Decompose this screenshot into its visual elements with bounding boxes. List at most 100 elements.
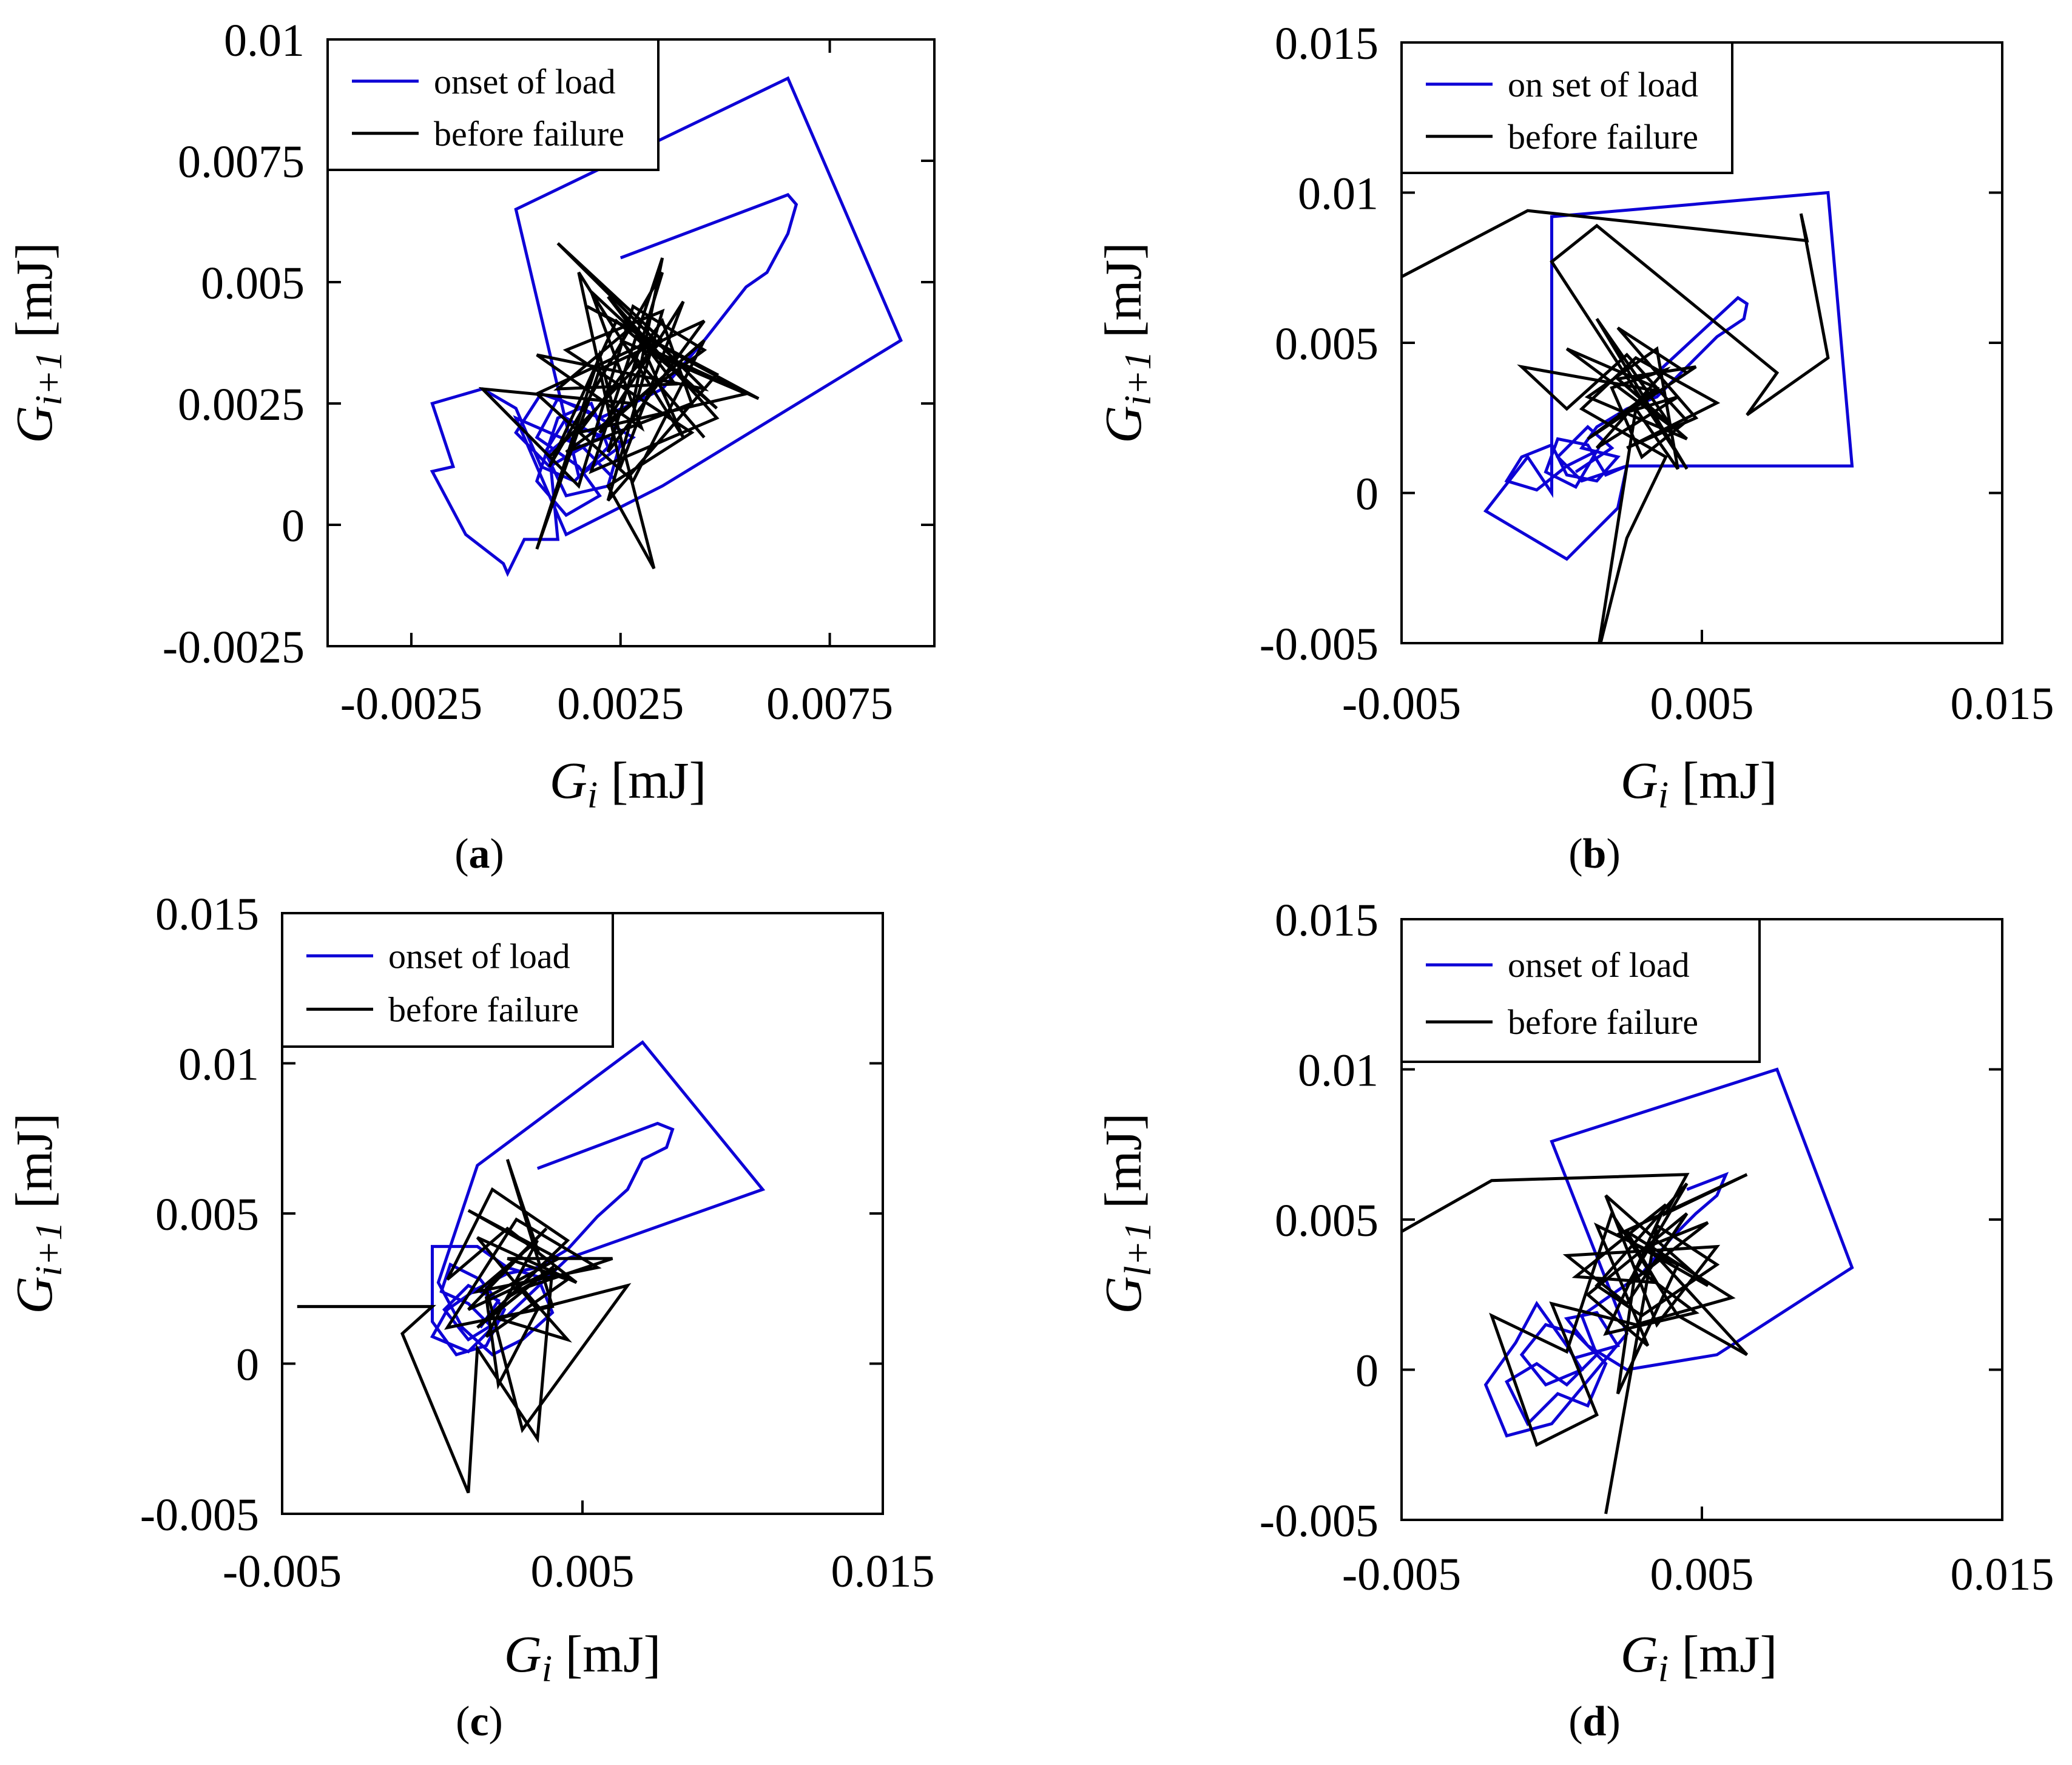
caption-close: ) bbox=[1606, 1698, 1620, 1745]
series-group-b bbox=[1402, 191, 1854, 643]
panel-c: -0.005 0 0.005 0.01 0.015 -0.005 0.005 0.015 ons… bbox=[5, 889, 935, 1745]
panel-caption: (d) bbox=[1568, 1698, 1621, 1745]
caption-close: ) bbox=[490, 831, 504, 877]
x-tick-label: -0.005 bbox=[1342, 678, 1461, 729]
x-axis-unit: [mJ] bbox=[552, 1625, 661, 1683]
y-axis-unit: [mJ] bbox=[1094, 1113, 1152, 1221]
y-tick-label: 0.0075 bbox=[178, 137, 305, 187]
legend-label: before failure bbox=[1508, 1002, 1698, 1042]
y-axis-label: Gi+1 [mJ] bbox=[1094, 242, 1159, 443]
y-axis-subscript: i+1 bbox=[1118, 351, 1159, 405]
panel-caption: (b) bbox=[1568, 831, 1621, 877]
y-tick-label: 0.005 bbox=[155, 1189, 259, 1240]
y-tick-label: 0.015 bbox=[155, 889, 259, 940]
legend-box bbox=[1400, 41, 1733, 174]
x-axis-var: G bbox=[504, 1625, 542, 1683]
y-axis-unit: [mJ] bbox=[5, 1113, 63, 1221]
panel-caption: (c) bbox=[456, 1698, 503, 1745]
x-tick-label: 0.005 bbox=[1650, 678, 1754, 729]
caption-open: ( bbox=[456, 1698, 470, 1745]
y-axis-label: Gi+1 [mJ] bbox=[5, 242, 70, 443]
legend-label: onset of load bbox=[388, 936, 570, 976]
series-line-failure bbox=[297, 1159, 632, 1494]
y-axis-var: G bbox=[5, 1277, 63, 1314]
series-line-failure bbox=[1402, 1173, 1749, 1514]
panel-b: -0.005 0 0.005 0.01 0.015 -0.005 0.005 0.015 on … bbox=[1094, 18, 2054, 877]
caption-letter: d bbox=[1583, 1698, 1607, 1745]
series-group-c bbox=[297, 1040, 766, 1494]
y-tick-label: 0.015 bbox=[1275, 895, 1379, 946]
x-tick-label: -0.005 bbox=[1342, 1549, 1461, 1600]
y-tick-label: 0.0025 bbox=[178, 379, 305, 430]
legend-label: before failure bbox=[1508, 117, 1698, 157]
x-tick-label: 0.0025 bbox=[557, 678, 684, 729]
x-tick-label: 0.015 bbox=[1951, 678, 2054, 729]
y-axis-unit: [mJ] bbox=[1094, 242, 1152, 351]
legend-label: onset of load bbox=[1508, 945, 1690, 985]
y-tick-label: 0.01 bbox=[1298, 169, 1379, 220]
y-tick-label: 0.005 bbox=[201, 258, 305, 309]
y-tick-label: 0 bbox=[1355, 469, 1379, 520]
y-tick-label: 0 bbox=[282, 501, 305, 552]
caption-letter: b bbox=[1583, 831, 1607, 877]
x-tick-label: 0.005 bbox=[531, 1546, 635, 1597]
y-tick-label: -0.005 bbox=[1260, 1496, 1379, 1547]
series-line-failure bbox=[478, 242, 760, 570]
series-group-d bbox=[1402, 1067, 1854, 1514]
x-axis-var: G bbox=[1621, 751, 1658, 809]
caption-close: ) bbox=[1606, 831, 1620, 877]
y-tick-label: 0.01 bbox=[1298, 1045, 1379, 1096]
legend-label: onset of load bbox=[434, 62, 616, 101]
y-axis-var: G bbox=[5, 406, 63, 444]
y-axis-subscript: i+1 bbox=[29, 351, 70, 405]
legend-label: on set of load bbox=[1508, 65, 1698, 104]
y-tick-label: 0.005 bbox=[1275, 1195, 1379, 1246]
caption-letter: a bbox=[469, 831, 490, 877]
y-tick-label: 0.015 bbox=[1275, 18, 1379, 69]
series-line-onset bbox=[430, 1040, 766, 1357]
caption-open: ( bbox=[1568, 1698, 1582, 1745]
legend: on set of load before failure bbox=[1400, 41, 1733, 174]
x-tick-label: 0.005 bbox=[1650, 1549, 1754, 1600]
series-group-a bbox=[430, 76, 903, 577]
y-axis-unit: [mJ] bbox=[5, 242, 63, 351]
y-tick-label: 0.01 bbox=[224, 15, 305, 66]
x-axis-label: Gi [mJ] bbox=[504, 1625, 661, 1690]
y-tick-label: 0.005 bbox=[1275, 319, 1379, 370]
caption-open: ( bbox=[454, 831, 468, 877]
caption-open: ( bbox=[1568, 831, 1582, 877]
x-tick-label: 0.015 bbox=[1951, 1549, 2054, 1600]
y-tick-label: 0 bbox=[236, 1340, 259, 1391]
legend: onset of load before failure bbox=[326, 38, 660, 171]
y-tick-label: 0.01 bbox=[178, 1039, 259, 1090]
panel-a: -0.0025 0 0.0025 0.005 0.0075 0.01 -0.0025 0.00… bbox=[5, 15, 936, 877]
y-tick-label: -0.005 bbox=[140, 1490, 259, 1541]
y-axis-var: G bbox=[1094, 406, 1152, 444]
y-axis-label: Gl+1 [mJ] bbox=[1094, 1113, 1159, 1314]
legend-label: before failure bbox=[388, 990, 579, 1029]
legend: onset of load before failure bbox=[1400, 918, 1761, 1063]
x-tick-label: 0.0075 bbox=[766, 678, 893, 729]
legend-box bbox=[326, 38, 660, 171]
y-axis-subscript: l+1 bbox=[1118, 1221, 1159, 1276]
x-tick-label: -0.0025 bbox=[340, 678, 482, 729]
series-line-failure bbox=[1402, 209, 1830, 643]
y-axis-subscript: i+1 bbox=[29, 1221, 70, 1276]
x-axis-unit: [mJ] bbox=[1669, 751, 1777, 809]
x-axis-unit: [mJ] bbox=[1669, 1625, 1777, 1683]
legend-label: before failure bbox=[434, 114, 624, 154]
x-axis-unit: [mJ] bbox=[598, 751, 706, 809]
legend-box bbox=[281, 912, 614, 1048]
x-axis-var: G bbox=[1621, 1625, 1658, 1683]
x-tick-label: -0.005 bbox=[223, 1546, 342, 1597]
x-axis-var: G bbox=[550, 751, 587, 809]
legend-box bbox=[1400, 918, 1761, 1063]
x-axis-subscript: i bbox=[1658, 1649, 1669, 1690]
x-axis-label: Gi [mJ] bbox=[1621, 751, 1777, 816]
y-axis-var: G bbox=[1094, 1277, 1152, 1314]
x-axis-label: Gi [mJ] bbox=[550, 751, 706, 816]
x-axis-label: Gi [mJ] bbox=[1621, 1625, 1777, 1690]
series-line-onset bbox=[1483, 1067, 1854, 1438]
y-tick-label: -0.005 bbox=[1260, 619, 1379, 670]
